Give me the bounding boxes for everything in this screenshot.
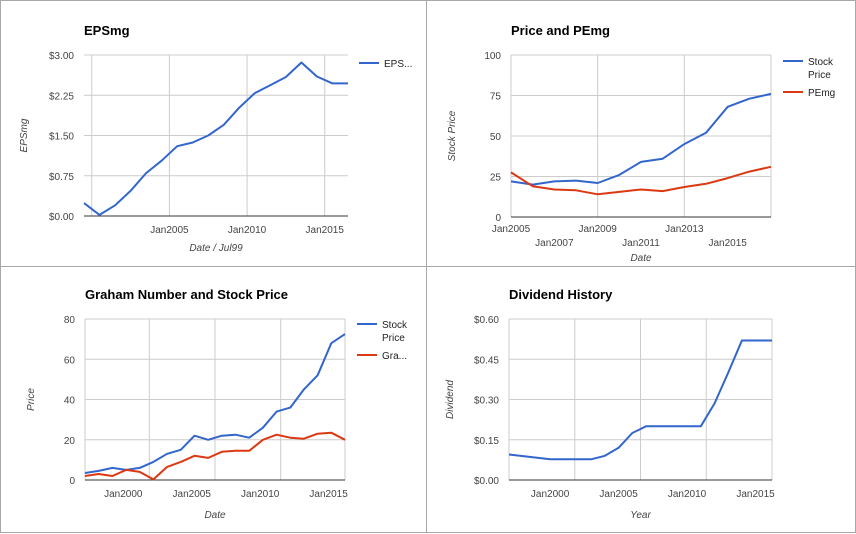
chart2-x-tick-label: Jan2015 [708, 238, 747, 249]
chart2-y-tick-label: 50 [490, 132, 502, 143]
chart2-x-tick-label: Jan2011 [622, 238, 660, 249]
chart1-x-axis-title: Date / Jul99 [189, 243, 243, 254]
chart4-title: Dividend History [509, 287, 613, 302]
chart1-x-tick-label: Jan2005 [150, 225, 189, 236]
chart4-y-tick-label: $0.15 [474, 436, 499, 447]
chart-svg-epsmg: EPSmg $0.00 $0.75 $1.50 $2.25 $3.00 Jan2005 Jan… [19, 23, 412, 254]
chart2-y-tick-label: 100 [484, 51, 501, 62]
chart2-y-tick-label: 25 [490, 173, 502, 184]
chart3-x-tick-label: Jan2010 [241, 489, 280, 500]
chart-svg-dividend: Dividend History $0.00 $0.15 $0.30 $0.45 $0.6… [445, 287, 775, 521]
chart4-series-1-line [508, 339, 772, 461]
chart-svg-graham: Graham Number and Stock Price 0 20 40 60 80 Ja… [26, 287, 408, 521]
chart-panel-graham: Graham Number and Stock Price 0 20 40 60 80 Ja… [0, 266, 427, 533]
chart2-x-axis-title: Date [630, 253, 652, 264]
chart-svg-price-pemg: Price and PEmg 0 25 50 75 100 Jan2005 Jan2007 Ja… [447, 23, 835, 264]
chart3-x-tick-label: Jan2000 [104, 489, 143, 500]
chart2-legend-label-2: PEmg [808, 88, 835, 99]
chart4-x-tick-label: Jan2015 [736, 489, 775, 500]
chart3-series-2-line [84, 431, 346, 481]
chart2-x-tick-label: Jan2009 [578, 224, 617, 235]
chart2-series-2-line [510, 165, 772, 196]
chart2-y-axis-title: Stock Price [447, 110, 458, 161]
chart2-title: Price and PEmg [511, 23, 610, 38]
chart3-y-tick-label: 60 [64, 355, 76, 366]
chart3-y-tick-label: 40 [64, 396, 76, 407]
chart2-x-tick-label: Jan2013 [665, 224, 704, 235]
chart2-legend-label-1: Stock Price [808, 57, 834, 81]
chart1-y-tick-label: $1.50 [49, 132, 74, 143]
chart-panel-price-pemg: Price and PEmg 0 25 50 75 100 Jan2005 Jan2007 Ja… [426, 0, 856, 267]
chart4-x-tick-label: Jan2000 [531, 489, 570, 500]
chart-panel-epsmg: EPSmg $0.00 $0.75 $1.50 $2.25 $3.00 Jan2005 Jan… [0, 0, 427, 267]
chart3-title: Graham Number and Stock Price [85, 287, 288, 302]
chart3-legend-label-2: Gra... [382, 351, 407, 362]
chart4-x-tick-label: Jan2005 [599, 489, 638, 500]
chart-panel-dividend: Dividend History $0.00 $0.15 $0.30 $0.45 $0.6… [426, 266, 856, 533]
chart3-y-axis-title: Price [26, 388, 37, 411]
chart4-y-tick-label: $0.60 [474, 315, 499, 326]
chart3-x-tick-label: Jan2015 [309, 489, 348, 500]
chart4-x-tick-label: Jan2010 [668, 489, 707, 500]
chart1-y-tick-label: $0.00 [49, 212, 74, 223]
chart2-x-tick-label: Jan2005 [492, 224, 531, 235]
chart1-x-tick-label: Jan2015 [306, 225, 345, 236]
chart1-y-tick-label: $3.00 [49, 51, 74, 62]
chart3-x-axis-title: Date [204, 510, 226, 521]
chart4-y-axis-title: Dividend [445, 380, 456, 419]
chart1-y-tick-label: $0.75 [49, 172, 74, 183]
chart2-series-1-line [510, 92, 772, 186]
chart1-series-1-line [83, 61, 348, 216]
chart1-legend-label-1: EPS... [384, 59, 412, 70]
chart2-y-tick-label: 75 [490, 92, 502, 103]
chart3-y-tick-label: 80 [64, 315, 76, 326]
chart4-x-axis-title: Year [630, 510, 651, 521]
chart1-x-tick-label: Jan2010 [228, 225, 267, 236]
chart3-legend-label-1: Stock Price [382, 320, 408, 344]
chart3-x-tick-label: Jan2005 [173, 489, 212, 500]
chart2-x-tick-label: Jan2007 [535, 238, 574, 249]
chart1-y-tick-label: $2.25 [49, 91, 74, 102]
chart1-y-axis-title: EPSmg [19, 118, 30, 152]
chart2-y-tick-label: 0 [495, 213, 501, 224]
chart1-title: EPSmg [84, 23, 130, 38]
chart4-y-tick-label: $0.00 [474, 476, 499, 487]
chart3-y-tick-label: 0 [69, 476, 75, 487]
chart4-y-tick-label: $0.45 [474, 355, 499, 366]
chart4-y-tick-label: $0.30 [474, 396, 499, 407]
chart3-y-tick-label: 20 [64, 436, 76, 447]
